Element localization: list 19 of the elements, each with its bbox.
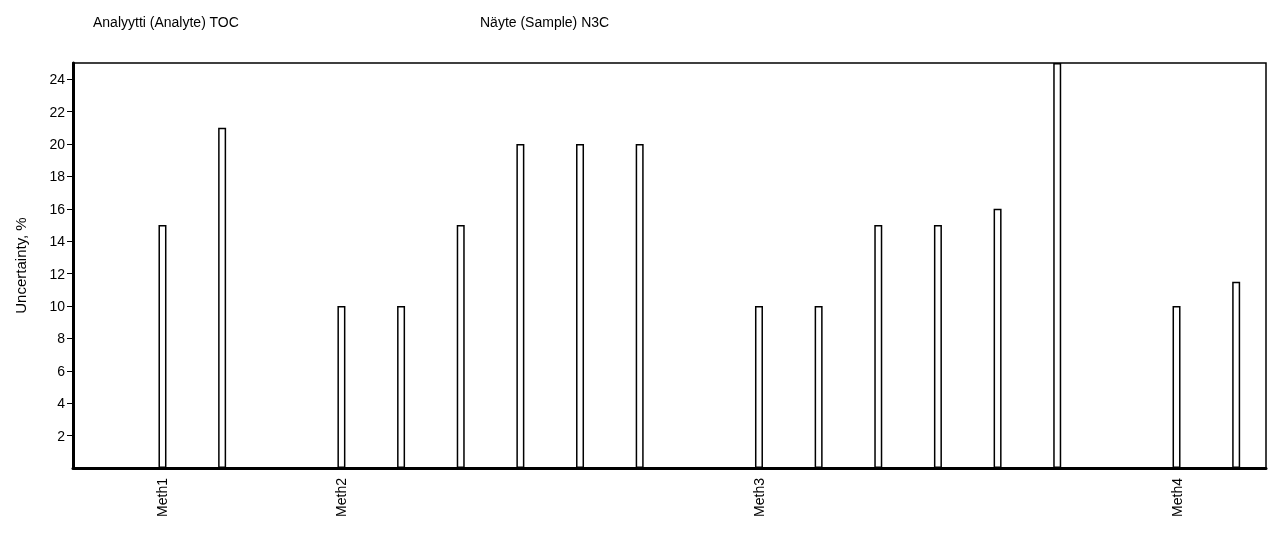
y-tick-label: 12 <box>49 265 66 282</box>
y-tick-label: 20 <box>49 136 66 152</box>
y-tick-label: 18 <box>49 168 66 185</box>
y-tick-label: 14 <box>49 233 66 250</box>
y-tick-label: 4 <box>57 395 66 412</box>
y-axis-title: Uncertainty, % <box>12 217 29 314</box>
chart-subtitle: Näyte (Sample) N3C <box>480 14 610 30</box>
y-tick-label: 8 <box>57 330 66 347</box>
x-tick-label: Meth1 <box>154 477 171 517</box>
y-tick-label: 10 <box>49 298 66 314</box>
y-tick-label: 24 <box>49 71 66 88</box>
x-tick-label: Meth4 <box>1168 477 1185 517</box>
y-tick-label: 22 <box>49 103 66 120</box>
y-tick-label: 16 <box>49 200 66 217</box>
y-tick-label: 2 <box>57 427 66 444</box>
chart-title: Analyytti (Analyte) TOC <box>93 14 239 30</box>
x-tick-label: Meth2 <box>333 477 350 517</box>
y-tick-label: 6 <box>57 362 66 379</box>
x-tick-label: Meth3 <box>750 477 767 517</box>
